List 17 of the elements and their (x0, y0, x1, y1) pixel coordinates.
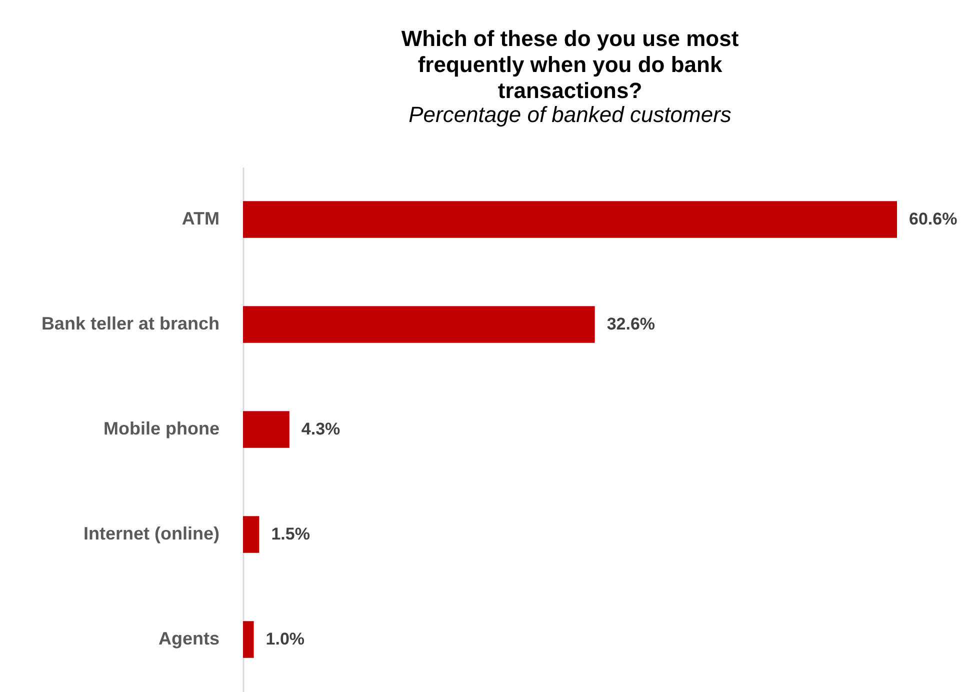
bar (243, 621, 254, 658)
chart-subtitle: Percentage of banked customers (408, 102, 732, 127)
y-tick-label: ATM (182, 208, 220, 228)
data-label: 1.5% (271, 524, 310, 544)
bar (243, 306, 595, 343)
data-label: 1.0% (266, 630, 305, 648)
data-label: 32.6% (606, 314, 656, 334)
bar (243, 201, 897, 238)
data-label: 60.6% (909, 210, 958, 228)
chart-title: Which of these do you use most frequently when you do bank transactions? (401, 26, 740, 103)
bar (243, 516, 260, 553)
data-label: 4.3% (301, 420, 340, 438)
y-tick-label: Mobile phone (104, 418, 220, 438)
bar (243, 411, 290, 448)
y-tick-label: Internet (online) (84, 524, 220, 544)
y-tick-label: Agents (158, 628, 220, 648)
y-tick-label: Bank teller at branch (41, 314, 220, 334)
